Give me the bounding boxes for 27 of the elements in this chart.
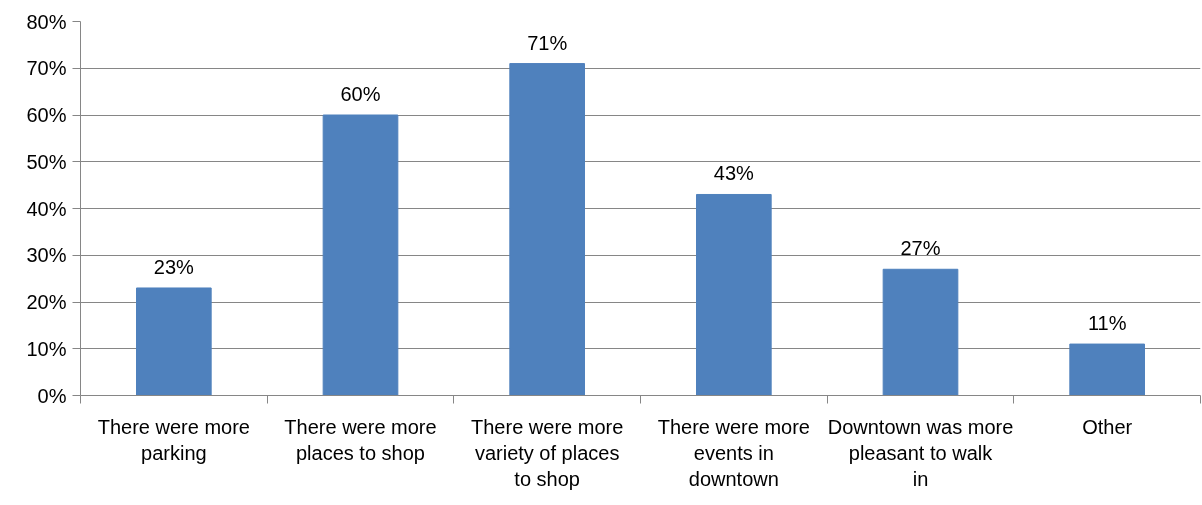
x-tick-label: There were more variety of places to shop: [471, 415, 624, 491]
data-label: 23%: [153, 255, 195, 278]
y-tick-label: 20%: [26, 291, 67, 313]
y-tick-label: 70%: [26, 57, 67, 80]
bar: [509, 63, 585, 396]
data-label: 11%: [1087, 312, 1127, 335]
data-label: 71%: [527, 31, 568, 54]
bar: [136, 287, 212, 396]
x-tick-label: There were more events in downtown: [657, 415, 810, 491]
y-tick-label: 30%: [26, 244, 67, 267]
data-label: 43%: [713, 162, 755, 185]
y-tick-label: 60%: [26, 104, 67, 126]
data-label: 60%: [340, 83, 381, 105]
y-tick-label: 80%: [26, 10, 67, 33]
y-tick-label: 0%: [37, 384, 67, 407]
bar: [1069, 343, 1145, 396]
bar: [882, 268, 959, 396]
bar: [696, 193, 772, 396]
data-label: 27%: [900, 237, 941, 260]
y-tick-label: 10%: [26, 337, 67, 360]
y-tick-label: 50%: [26, 150, 67, 173]
bar: [322, 114, 399, 396]
x-tick-label: There were more parking: [97, 415, 250, 464]
x-tick-label: Downtown was more pleasant to walk in: [827, 415, 1014, 491]
y-tick-label: 40%: [26, 197, 67, 220]
x-tick-label: There were more places to shop: [284, 415, 437, 464]
x-tick-label: Other: [1082, 415, 1133, 438]
